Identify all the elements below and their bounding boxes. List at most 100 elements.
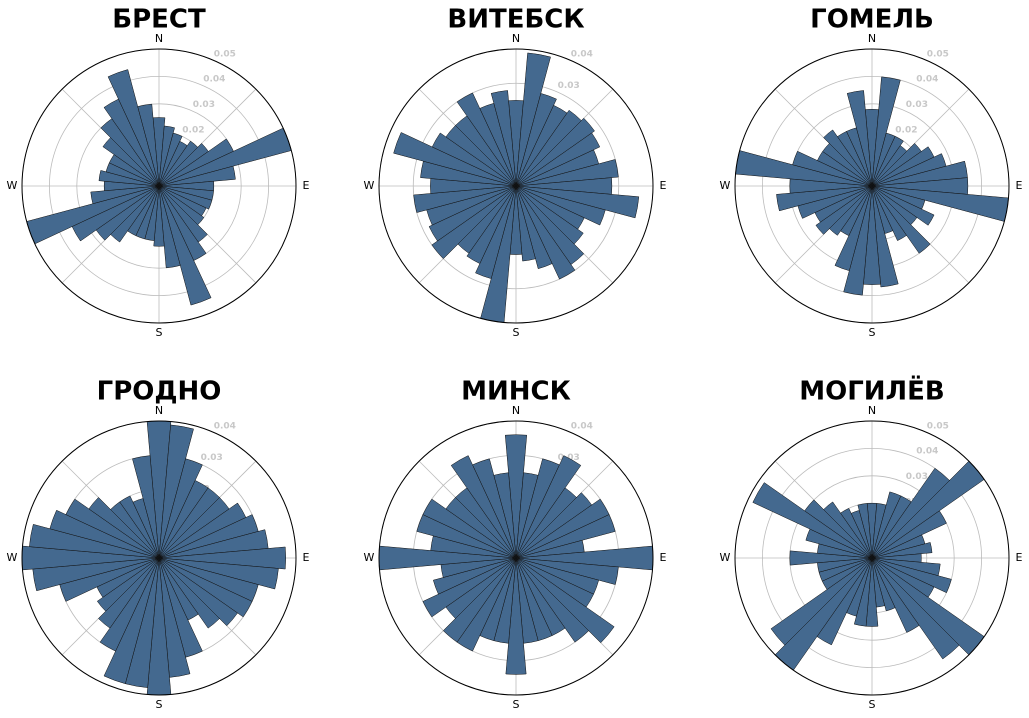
bar — [393, 132, 517, 187]
direction-label: E — [660, 551, 667, 564]
outer-circle — [21, 420, 297, 696]
direction-label: W — [720, 551, 731, 564]
direction-label: N — [512, 32, 520, 45]
bar — [96, 557, 160, 612]
bar — [422, 557, 517, 618]
bar — [515, 514, 616, 559]
direction-label: N — [512, 404, 520, 417]
bar — [770, 557, 873, 646]
r-tick-label: 0.04 — [214, 421, 236, 431]
chart-title: МИНСК — [461, 377, 571, 407]
direction-label: E — [303, 551, 310, 564]
direction-label: W — [7, 551, 18, 564]
bar — [515, 185, 576, 280]
r-tick-label: 0.04 — [916, 75, 938, 85]
bar — [871, 557, 952, 594]
bar — [504, 434, 528, 559]
direction-label: W — [720, 179, 731, 192]
bar — [119, 495, 160, 559]
bar — [158, 185, 181, 269]
bar — [88, 497, 160, 559]
r-tick-label: 0.03 — [906, 100, 928, 110]
outer-circle — [21, 48, 297, 324]
bar — [107, 69, 160, 187]
r-tick-label: 0.05 — [927, 49, 949, 59]
r-tick-label: 0.03 — [558, 81, 580, 91]
bar — [90, 185, 160, 205]
bar — [871, 557, 896, 612]
bar — [515, 185, 606, 226]
bar — [871, 185, 931, 254]
r-tick-label: 0.05 — [214, 49, 236, 59]
direction-label: W — [364, 551, 375, 564]
direction-label: W — [7, 179, 18, 192]
r-tick-label: 0.02 — [895, 125, 917, 135]
bar — [871, 557, 960, 660]
direction-label: E — [1016, 551, 1023, 564]
r-tick-label: 0.03 — [906, 472, 928, 482]
bar — [158, 557, 253, 618]
bar — [431, 132, 517, 187]
bar — [515, 455, 582, 559]
bar — [505, 557, 527, 675]
bar — [840, 508, 873, 559]
bar — [846, 90, 873, 187]
bar — [65, 498, 160, 559]
bar — [431, 185, 517, 260]
bar — [132, 455, 160, 559]
bar — [413, 185, 517, 213]
bar — [515, 132, 601, 187]
bar — [456, 92, 517, 187]
direction-label: E — [660, 179, 667, 192]
r-tick-label: 0.03 — [201, 453, 223, 463]
direction-label: N — [155, 32, 163, 45]
r-tick-label: 0.04 — [203, 75, 225, 85]
bar — [515, 557, 615, 644]
bar — [871, 557, 920, 633]
bar — [789, 550, 873, 566]
bar — [428, 185, 517, 242]
bar — [137, 103, 160, 187]
bar — [515, 557, 590, 643]
bar — [442, 557, 517, 643]
bar — [158, 132, 183, 187]
bar — [871, 136, 904, 187]
r-tick-label: 0.04 — [916, 447, 938, 457]
bar — [871, 185, 899, 288]
bar — [493, 472, 517, 559]
chart-title: МОГИЛЁВ — [799, 375, 944, 407]
bar — [804, 499, 873, 559]
bar — [490, 90, 517, 187]
bar — [823, 129, 873, 187]
bar — [422, 498, 517, 559]
direction-label: S — [156, 326, 163, 339]
r-tick-label: 0.05 — [927, 421, 949, 431]
bar — [432, 557, 517, 595]
bar — [515, 93, 557, 187]
direction-label: E — [1016, 179, 1023, 192]
direction-label: S — [513, 326, 520, 339]
bar — [158, 424, 194, 559]
direction-label: N — [155, 404, 163, 417]
bar — [98, 557, 160, 629]
outer-circle — [734, 48, 1010, 324]
bar — [153, 185, 165, 247]
chart-title: ГРОДНО — [97, 377, 222, 407]
bar — [515, 52, 551, 187]
bar — [871, 185, 935, 226]
outer-circle — [734, 420, 1010, 696]
outer-circle — [378, 48, 654, 324]
bar — [158, 546, 286, 570]
direction-label: E — [303, 179, 310, 192]
direction-label: S — [156, 698, 163, 711]
chart-title: ГОМЕЛЬ — [810, 5, 934, 35]
bar — [158, 557, 220, 629]
bar — [158, 458, 203, 559]
bar — [49, 509, 160, 559]
bar — [99, 557, 160, 652]
